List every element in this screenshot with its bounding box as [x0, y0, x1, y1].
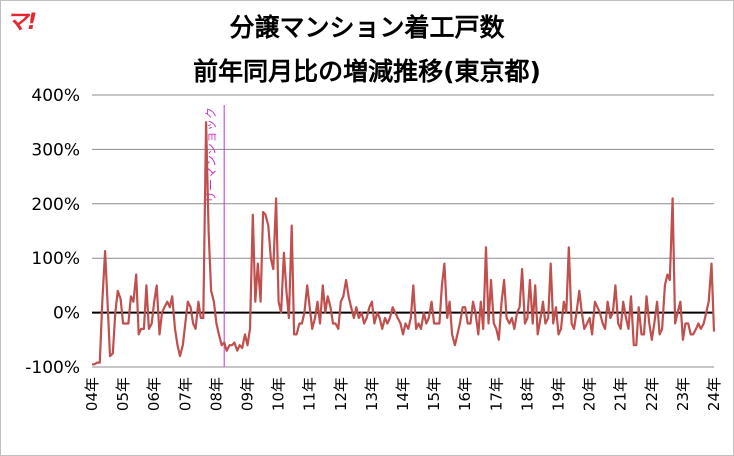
x-tick-label: 07年 [176, 377, 194, 411]
y-tick-label: 200% [31, 195, 80, 215]
brand-logo: マ! [6, 10, 37, 35]
x-tick-label: 19年 [550, 377, 568, 411]
y-tick-label: 400% [31, 86, 80, 106]
y-tick-label: 100% [31, 249, 80, 269]
x-tick-label: 14年 [394, 377, 412, 411]
x-tick-label: 23年 [674, 377, 692, 411]
series-lines [92, 121, 716, 366]
x-tick-label: 17年 [487, 377, 505, 411]
x-tick-label: 08年 [207, 377, 225, 411]
x-tick-label: 16年 [456, 377, 474, 411]
x-tick-label: 12年 [332, 377, 350, 411]
x-tick-label: 11年 [301, 377, 319, 411]
y-tick-label: 0% [53, 304, 80, 324]
gridlines [92, 94, 714, 368]
x-tick-label: 20年 [581, 377, 599, 411]
x-tick-label: 21年 [612, 377, 630, 411]
x-tick-label: 04年 [83, 377, 101, 411]
y-axis-ticks: -100% 0% 100% 200% 300% 400% [25, 86, 80, 378]
x-tick-label: 13年 [363, 377, 381, 411]
x-tick-label: 06年 [145, 377, 163, 411]
x-axis-ticks: 04年 05年 06年 07年 08年 09年 10年 11年 12年 13年 14年 15年 16年 1… [83, 377, 723, 411]
series-line [92, 121, 716, 366]
y-tick-label: 300% [31, 140, 80, 160]
x-tick-label: 24年 [705, 377, 723, 411]
x-tick-label: 10年 [270, 377, 288, 411]
x-tick-label: 18年 [518, 377, 536, 411]
chart-subtitle: 前年同月比の増減推移(東京都) [193, 57, 541, 86]
x-tick-label: 15年 [425, 377, 443, 411]
x-tick-label: 09年 [239, 377, 257, 411]
chart-title: 分譲マンション着工戸数 [229, 13, 505, 42]
x-tick-label: 22年 [643, 377, 661, 411]
y-tick-label: -100% [25, 358, 80, 378]
x-tick-label: 05年 [114, 377, 132, 411]
